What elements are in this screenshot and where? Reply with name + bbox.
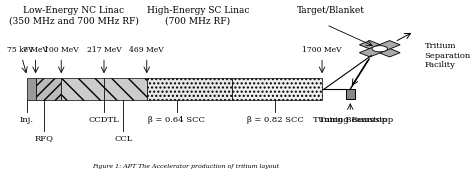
Text: 7 MeV: 7 MeV	[23, 46, 48, 54]
Text: Tritium
Separation
Facility: Tritium Separation Facility	[425, 42, 471, 69]
Text: 100 MeV: 100 MeV	[44, 46, 79, 54]
Circle shape	[372, 46, 387, 52]
Text: High-Energy SC Linac
(700 MHz RF): High-Energy SC Linac (700 MHz RF)	[147, 6, 249, 25]
Text: RFQ: RFQ	[35, 135, 54, 143]
Bar	[232, 78, 322, 100]
Text: CCDTL: CCDTL	[89, 116, 119, 124]
Text: Tuning Beamstop: Tuning Beamstop	[319, 116, 393, 124]
Text: Tuning Beamstop: Tuning Beamstop	[313, 116, 387, 124]
Text: Figure 1: APT The Accelerator production of tritium layout: Figure 1: APT The Accelerator production…	[92, 164, 279, 169]
Bar	[147, 78, 232, 100]
Text: CCL: CCL	[114, 135, 132, 143]
Text: 469 MeV: 469 MeV	[129, 46, 164, 54]
Bar	[36, 78, 61, 100]
Bar	[61, 78, 104, 100]
Text: Inj.: Inj.	[20, 116, 34, 124]
Bar	[27, 78, 36, 100]
Text: 75 keV: 75 keV	[7, 46, 34, 54]
Text: β = 0.64 SCC: β = 0.64 SCC	[148, 116, 205, 124]
Text: β = 0.82 SCC: β = 0.82 SCC	[246, 116, 303, 124]
Bar	[359, 40, 400, 57]
Text: 1700 MeV: 1700 MeV	[302, 46, 342, 54]
Bar	[346, 89, 355, 98]
Text: 217 MeV: 217 MeV	[87, 46, 121, 54]
Text: Target/Blanket: Target/Blanket	[297, 6, 365, 15]
Text: Low-Energy NC Linac
(350 MHz and 700 MHz RF): Low-Energy NC Linac (350 MHz and 700 MHz…	[9, 6, 139, 25]
Bar	[104, 78, 147, 100]
Bar	[359, 40, 400, 57]
